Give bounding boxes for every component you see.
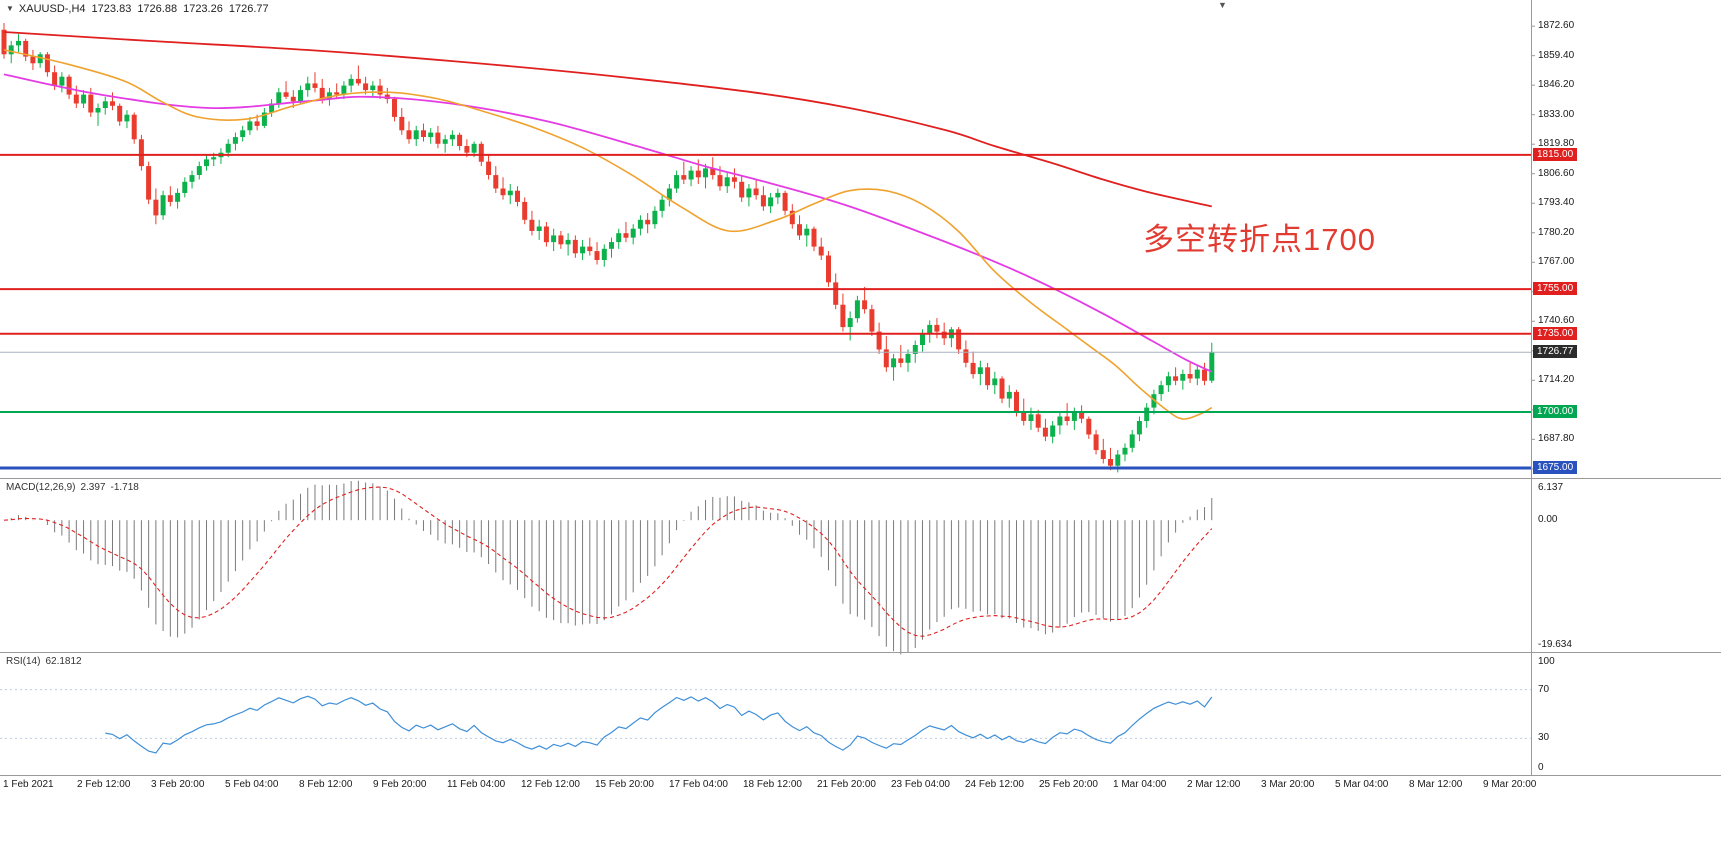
rsi-tick-label: 30 [1538,732,1550,744]
chart-annotation-text[interactable]: 多空转折点1700 [1143,222,1376,257]
time-axis-label: 18 Feb 12:00 [743,779,802,790]
time-axis-label: 24 Feb 12:00 [965,779,1024,790]
price-tick-label: 1872.60 [1538,20,1575,32]
ohlc-high: 1726.88 [137,3,178,15]
time-axis-label: 2 Feb 12:00 [77,779,131,790]
price-level-badge: 1700.00 [1533,405,1578,419]
chart-title-bar: ▼ XAUUSD-,H4 1723.83 1726.88 1723.26 1726.77 [6,3,275,15]
rsi-name: RSI(14) [6,656,41,667]
chart-shift-marker-icon[interactable]: ▼ [1218,0,1227,10]
rsi-indicator-label: RSI(14) 62.1812 [6,656,87,667]
time-axis-label: 9 Feb 20:00 [373,779,427,790]
time-axis-label: 17 Feb 04:00 [669,779,728,790]
time-axis-label: 8 Mar 12:00 [1409,779,1463,790]
price-tick-label: 1767.00 [1538,256,1575,268]
price-tick-label: 1819.80 [1538,138,1575,150]
macd-indicator-label: MACD(12,26,9) 2.397 -1.718 [6,482,144,493]
price-tick-label: 1780.20 [1538,226,1575,238]
price-tick-label: 1714.20 [1538,374,1575,386]
time-axis-label: 25 Feb 20:00 [1039,779,1098,790]
macd-tick-label: 0.00 [1538,514,1558,526]
ohlc-low: 1723.26 [183,3,223,15]
price-tick-label: 1859.40 [1538,49,1575,61]
time-axis-label: 15 Feb 20:00 [595,779,654,790]
time-axis-label: 3 Feb 20:00 [151,779,205,790]
macd-name: MACD(12,26,9) [6,482,76,493]
macd-main-value: 2.397 [80,482,106,493]
time-axis-label: 21 Feb 20:00 [817,779,876,790]
ohlc-open: 1723.83 [91,3,132,15]
time-axis-label: 11 Feb 04:00 [447,779,506,790]
rsi-tick-label: 100 [1538,656,1555,667]
time-axis-label: 8 Feb 12:00 [299,779,353,790]
current-price-badge: 1726.77 [1533,345,1578,359]
price-tick-label: 1846.20 [1538,79,1575,91]
time-axis-label: 1 Feb 2021 [3,779,54,790]
time-axis-label: 5 Feb 04:00 [225,779,279,790]
macd-tick-label: -19.634 [1538,639,1572,650]
chevron-down-icon[interactable]: ▼ [6,4,14,13]
time-axis-label: 2 Mar 12:00 [1187,779,1241,790]
rsi-tick-label: 70 [1538,683,1550,695]
price-level-badge: 1815.00 [1533,147,1578,161]
price-tick-label: 1806.60 [1538,167,1575,179]
ohlc-close: 1726.77 [228,3,269,15]
macd-signal-value: -1.718 [110,482,139,493]
symbol-timeframe-label: XAUUSD-,H4 [18,3,86,15]
price-tick-label: 1687.80 [1538,433,1575,445]
rsi-tick-label: 0 [1538,762,1544,773]
price-tick-label: 1793.40 [1538,197,1575,209]
price-level-badge: 1735.00 [1533,326,1578,340]
price-level-badge: 1755.00 [1533,282,1578,296]
price-tick-label: 1740.60 [1538,315,1575,327]
time-axis-label: 5 Mar 04:00 [1335,779,1389,790]
price-tick-label: 1833.00 [1538,108,1575,120]
time-axis-label: 9 Mar 20:00 [1483,779,1537,790]
time-axis-label: 23 Feb 04:00 [891,779,950,790]
time-axis-label: 12 Feb 12:00 [521,779,580,790]
price-level-badge: 1675.00 [1533,460,1578,474]
time-axis-label: 3 Mar 20:00 [1261,779,1315,790]
macd-tick-label: 6.137 [1538,482,1564,493]
rsi-value: 62.1812 [45,656,82,667]
time-axis-label: 1 Mar 04:00 [1113,779,1167,790]
